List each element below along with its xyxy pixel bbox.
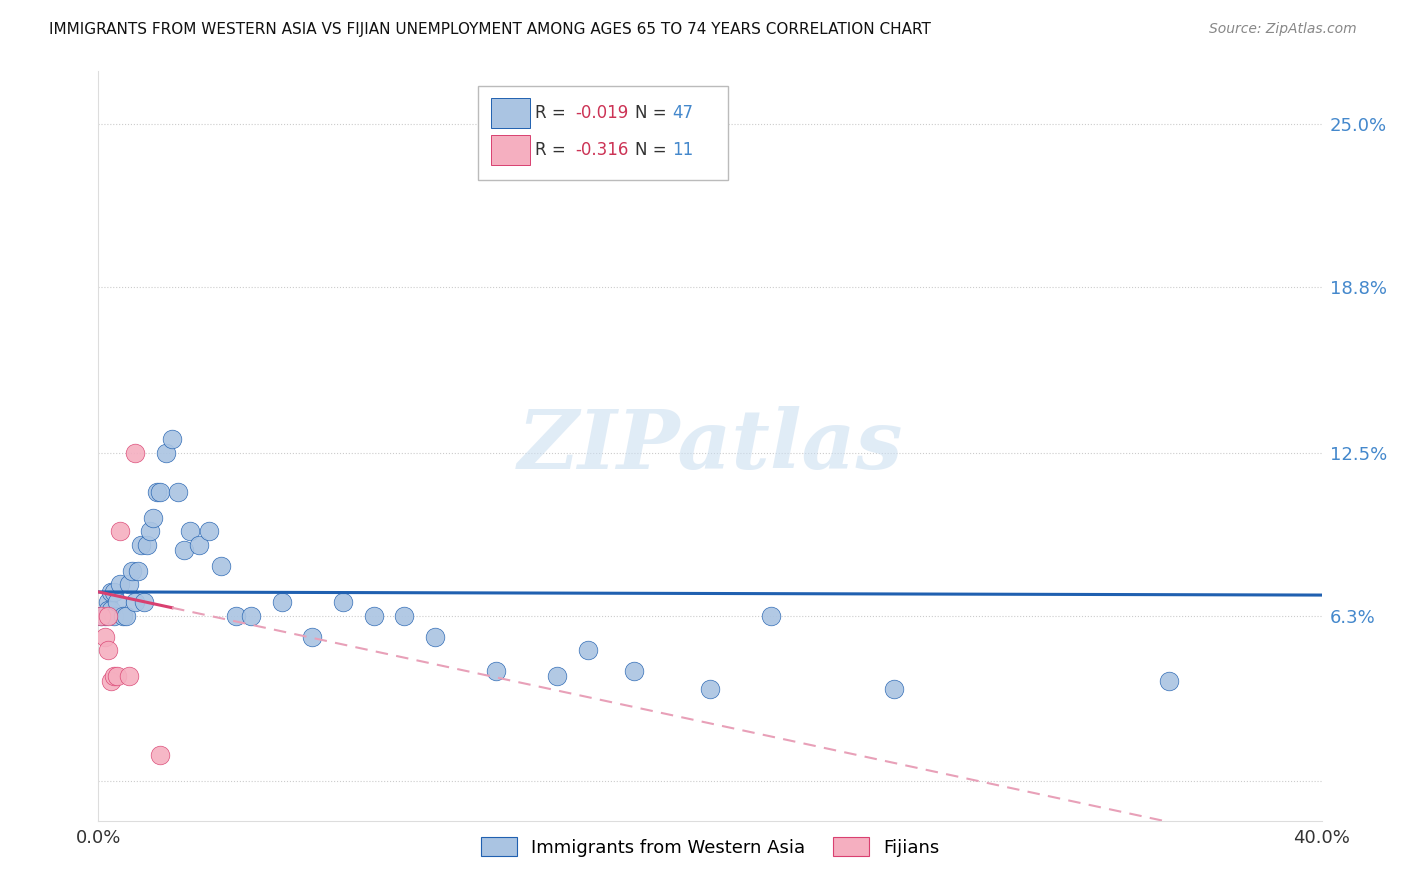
Point [93, 630, 115, 644]
Point [136, 538, 159, 552]
Point [179, 524, 201, 539]
Point [155, 445, 177, 459]
Point [188, 538, 211, 552]
Point [209, 558, 232, 573]
Point [240, 608, 263, 623]
Point [173, 542, 195, 557]
Point [197, 524, 219, 539]
FancyBboxPatch shape [478, 87, 728, 180]
Text: IMMIGRANTS FROM WESTERN ASIA VS FIJIAN UNEMPLOYMENT AMONG AGES 65 TO 74 YEARS CO: IMMIGRANTS FROM WESTERN ASIA VS FIJIAN U… [49, 22, 931, 37]
Point [149, 485, 172, 500]
Point [105, 669, 128, 683]
Point [623, 664, 645, 678]
Point [100, 585, 122, 599]
Point [392, 608, 416, 623]
Text: R =: R = [536, 141, 571, 159]
Point [124, 595, 146, 609]
Point [423, 630, 446, 644]
Point [145, 485, 167, 500]
Point [139, 524, 162, 539]
Text: 11: 11 [672, 141, 693, 159]
Point [332, 595, 354, 609]
FancyBboxPatch shape [491, 97, 530, 128]
Point [363, 608, 385, 623]
Point [111, 608, 134, 623]
Point [759, 608, 782, 623]
Point [121, 564, 143, 578]
Point [90, 608, 112, 623]
Point [1157, 674, 1180, 689]
Text: N =: N = [636, 103, 672, 121]
Point [118, 577, 141, 591]
Point [485, 664, 508, 678]
Point [100, 603, 122, 617]
Point [103, 585, 125, 599]
Legend: Immigrants from Western Asia, Fijians: Immigrants from Western Asia, Fijians [474, 830, 946, 864]
Text: -0.316: -0.316 [575, 141, 628, 159]
Text: ZIPatlas: ZIPatlas [517, 406, 903, 486]
Point [115, 608, 138, 623]
Point [225, 608, 247, 623]
Text: 47: 47 [672, 103, 693, 121]
Text: N =: N = [636, 141, 672, 159]
Text: -0.019: -0.019 [575, 103, 628, 121]
Point [118, 669, 141, 683]
Point [103, 608, 125, 623]
FancyBboxPatch shape [491, 135, 530, 165]
Point [108, 577, 131, 591]
Text: Source: ZipAtlas.com: Source: ZipAtlas.com [1209, 22, 1357, 37]
Point [127, 564, 149, 578]
Point [699, 682, 721, 697]
Point [167, 485, 190, 500]
Point [108, 524, 131, 539]
Point [97, 642, 120, 657]
Point [103, 669, 125, 683]
Point [90, 608, 112, 623]
Point [149, 747, 172, 762]
Point [576, 642, 599, 657]
Point [124, 445, 146, 459]
Text: R =: R = [536, 103, 571, 121]
Point [97, 603, 120, 617]
Point [883, 682, 905, 697]
Point [97, 608, 120, 623]
Point [270, 595, 292, 609]
Point [134, 595, 156, 609]
Point [129, 538, 152, 552]
Point [97, 595, 120, 609]
Point [142, 511, 165, 525]
Point [105, 595, 128, 609]
Point [301, 630, 323, 644]
Point [160, 433, 183, 447]
Point [546, 669, 568, 683]
Point [93, 608, 115, 623]
Point [100, 674, 122, 689]
